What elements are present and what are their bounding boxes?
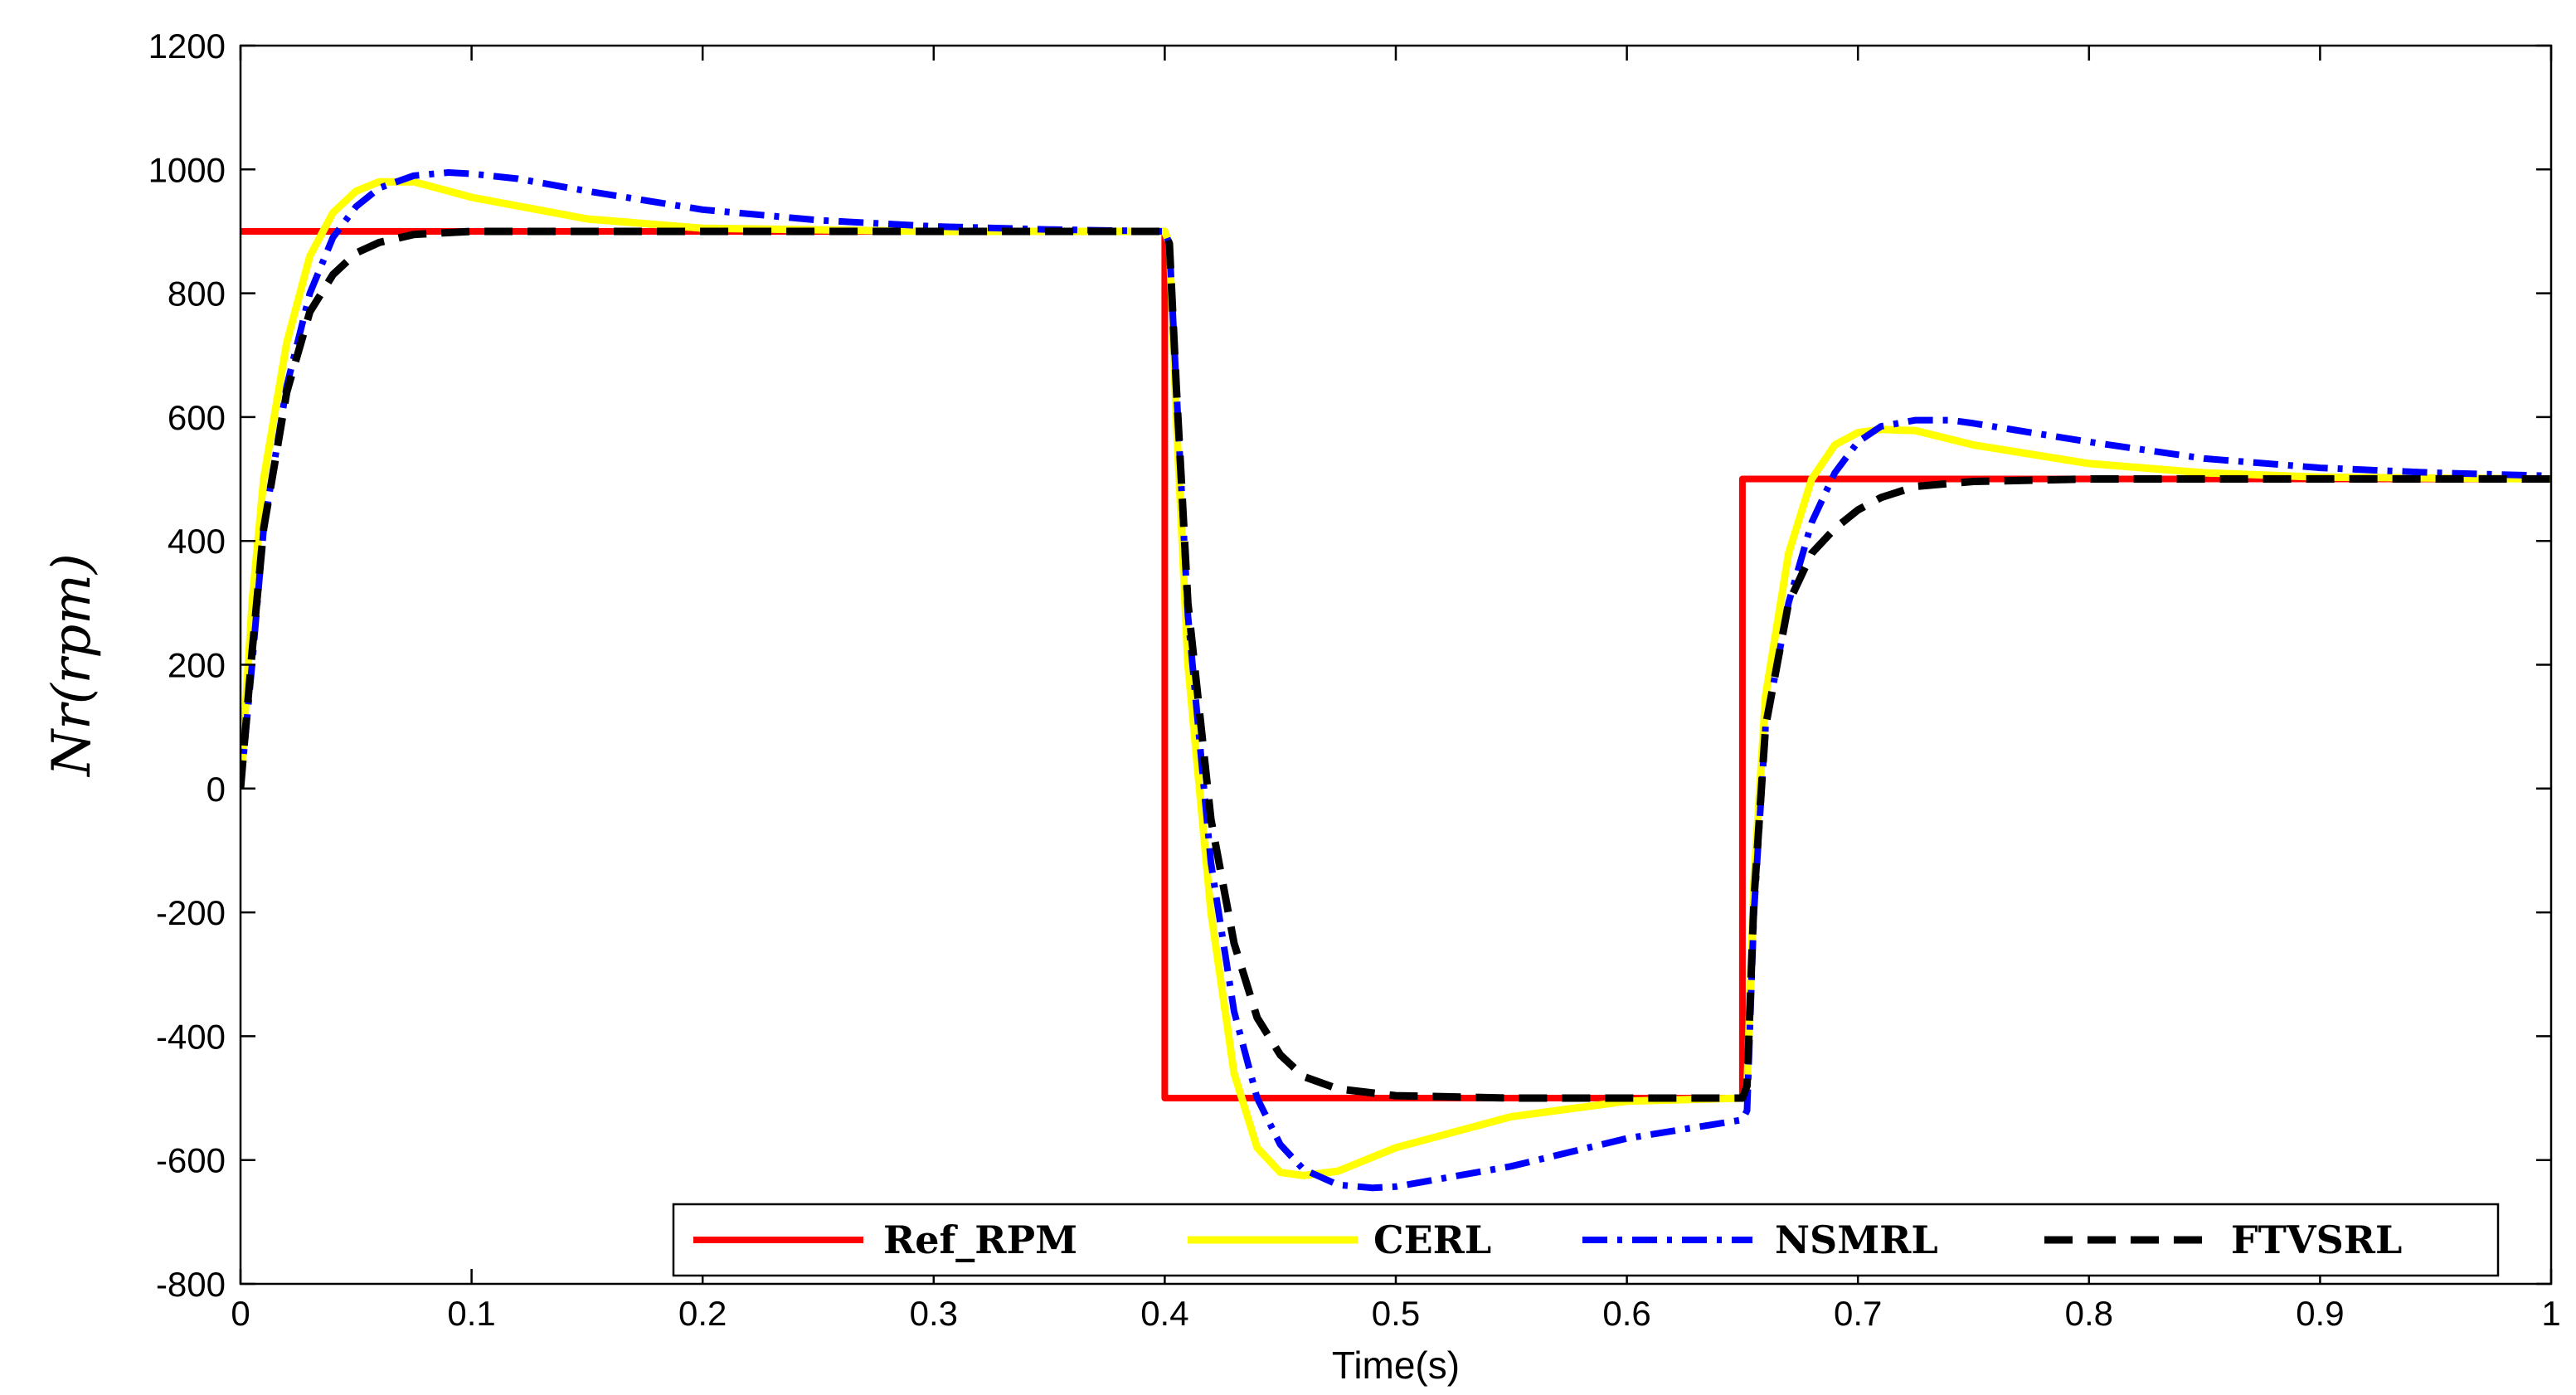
y-tick-label: -400 — [156, 1017, 226, 1056]
y-tick-label: -200 — [156, 893, 226, 932]
y-tick-label: 1000 — [148, 150, 226, 189]
x-tick-label: 0.9 — [2296, 1294, 2344, 1333]
x-tick-label: 0.4 — [1140, 1294, 1188, 1333]
series-line-cerl — [241, 177, 2551, 1179]
y-tick-label: 600 — [168, 398, 226, 437]
x-tick-label: 0.1 — [447, 1294, 495, 1333]
x-tick-label: 0.8 — [2065, 1294, 2113, 1333]
legend-label-nsmrl: NSMRL — [1775, 1218, 1938, 1262]
y-axis-label: Nr(rpm) — [41, 553, 103, 778]
x-tick-label: 0.2 — [678, 1294, 727, 1333]
x-tick-label: 0.6 — [1602, 1294, 1650, 1333]
x-tick-label: 0.7 — [1834, 1294, 1882, 1333]
x-axis-label: Time(s) — [1332, 1344, 1460, 1387]
y-tick-label: 1200 — [148, 27, 226, 66]
series-line-ftvsrl — [241, 227, 2551, 1102]
y-tick-label: 200 — [168, 646, 226, 685]
legend: Ref_RPM CERL NSMRL FTVSRL — [672, 1203, 2500, 1277]
legend-label-cerl: CERL — [1373, 1218, 1491, 1262]
ticks-layer: 0 0.1 0.2 0.3 0.4 0.5 0.6 0.7 0.8 0.9 1 1200 1000 800… — [148, 27, 2561, 1333]
y-tick-label: 0 — [207, 770, 226, 809]
series-layer — [241, 169, 2551, 1192]
y-tick-label: -600 — [156, 1141, 226, 1180]
x-tick-label: 0.5 — [1372, 1294, 1420, 1333]
legend-label-ftvsrl: FTVSRL — [2231, 1218, 2402, 1262]
series-line-nsmrl — [241, 169, 2551, 1192]
y-tick-label: -800 — [156, 1265, 226, 1304]
series-line-ref-rpm — [241, 228, 2551, 1101]
legend-label-ref-rpm: Ref_RPM — [883, 1218, 1077, 1262]
x-tick-label: 1 — [2541, 1294, 2560, 1333]
y-tick-label: 800 — [168, 275, 226, 314]
x-tick-label: 0 — [231, 1294, 250, 1333]
x-tick-label: 0.3 — [910, 1294, 958, 1333]
y-tick-label: 400 — [168, 522, 226, 561]
